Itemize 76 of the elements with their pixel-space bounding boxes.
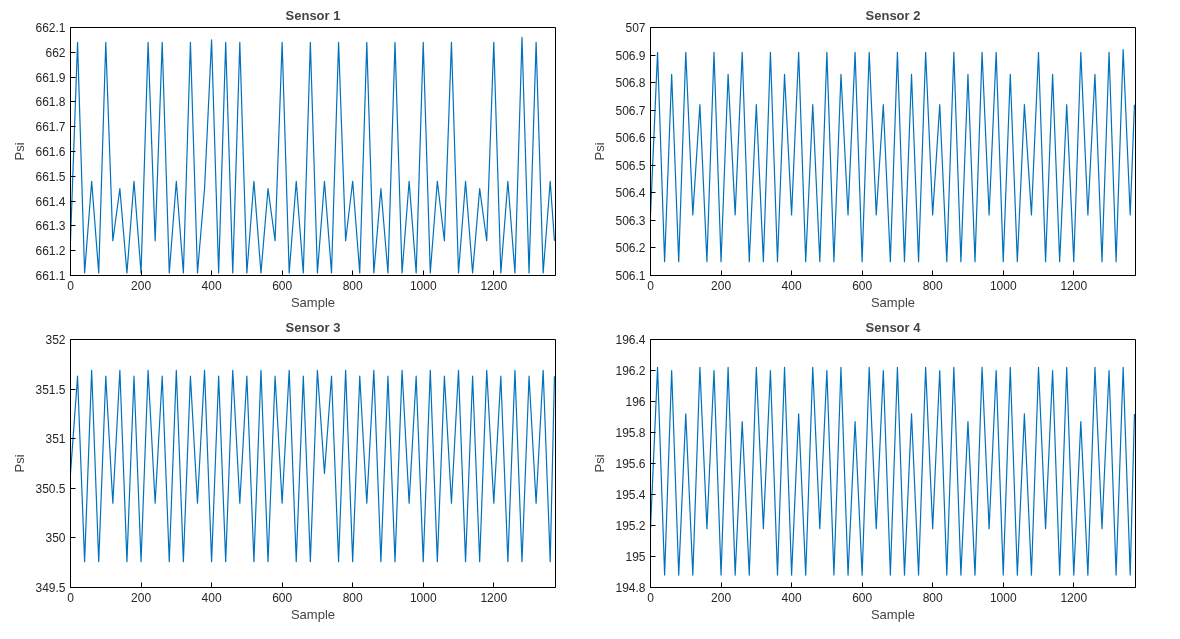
x-tick-label: 0: [67, 590, 75, 605]
y-axis-title: Psi: [592, 142, 608, 161]
y-tick-label: 661.6: [35, 145, 66, 159]
x-tick-label: 800: [342, 590, 364, 605]
y-tick-label: 661.4: [35, 194, 66, 209]
x-axis-title: Sample: [290, 294, 336, 310]
y-tick-label: 196.4: [615, 333, 646, 347]
x-axis-title: Sample: [870, 294, 916, 310]
x-tick-label: 200: [131, 590, 152, 605]
y-tick-label: 195.4: [615, 488, 646, 502]
y-tick-label: 506.9: [615, 48, 646, 63]
y-tick-label: 350.5: [35, 481, 66, 496]
x-tick-label: 600: [852, 590, 873, 605]
y-tick-label: 196: [625, 395, 646, 409]
y-tick-label: 506.5: [615, 158, 646, 173]
x-tick-label: 400: [201, 590, 222, 605]
y-tick-label: 661.9: [35, 70, 66, 85]
y-tick-label: 661.8: [35, 95, 66, 110]
y-tick-label: 349.5: [35, 581, 66, 595]
x-axis-title: Sample: [870, 606, 916, 622]
x-tick-label: 0: [67, 278, 75, 293]
y-tick-label: 661.5: [35, 169, 66, 184]
y-tick-label: 506.7: [615, 103, 646, 118]
chart-title: Sensor 3: [285, 319, 341, 335]
y-axis-title: Psi: [592, 454, 608, 473]
x-tick-label: 600: [272, 278, 293, 293]
y-tick-label: 195.2: [615, 519, 646, 533]
x-tick-label: 400: [781, 590, 802, 605]
y-tick-label: 661.1: [35, 269, 66, 283]
y-tick-label: 506.8: [615, 76, 646, 91]
x-tick-label: 400: [201, 278, 222, 293]
x-axis-title: Sample: [290, 606, 336, 622]
y-tick-label: 195.6: [615, 457, 646, 471]
x-tick-label: 1200: [1060, 590, 1088, 605]
y-tick-label: 506.3: [615, 213, 646, 228]
chart-title: Sensor 4: [865, 319, 922, 335]
x-tick-label: 200: [711, 590, 732, 605]
y-tick-label: 351.5: [35, 382, 66, 397]
x-tick-label: 1200: [1060, 278, 1088, 293]
chart-title: Sensor 2: [865, 7, 921, 23]
y-tick-label: 506.2: [615, 241, 646, 256]
x-tick-label: 800: [922, 278, 944, 293]
x-tick-label: 600: [852, 278, 873, 293]
x-tick-label: 800: [342, 278, 364, 293]
x-tick-label: 600: [272, 590, 293, 605]
x-tick-label: 200: [711, 278, 732, 293]
y-tick-label: 662: [45, 45, 66, 60]
y-tick-label: 352: [45, 333, 66, 347]
y-axis-title: Psi: [12, 454, 28, 473]
y-tick-label: 195.8: [615, 426, 646, 440]
y-axis-title: Psi: [12, 142, 28, 161]
x-tick-label: 400: [781, 278, 802, 293]
y-tick-label: 506.6: [615, 131, 646, 146]
x-tick-label: 1000: [409, 278, 437, 293]
y-tick-label: 507: [625, 21, 646, 35]
y-tick-label: 194.8: [615, 581, 646, 595]
y-tick-label: 196.2: [615, 364, 646, 378]
x-tick-label: 1000: [989, 278, 1017, 293]
x-tick-label: 800: [922, 590, 944, 605]
chart-title: Sensor 1: [285, 7, 341, 23]
y-tick-label: 195: [625, 550, 646, 564]
x-tick-label: 1000: [989, 590, 1017, 605]
x-tick-label: 0: [647, 590, 655, 605]
y-tick-label: 661.3: [35, 219, 66, 234]
x-tick-label: 1200: [480, 590, 508, 605]
x-tick-label: 200: [131, 278, 152, 293]
y-tick-label: 506.4: [615, 186, 646, 201]
y-tick-label: 661.2: [35, 244, 66, 259]
y-tick-label: 351: [45, 432, 66, 447]
x-tick-label: 1000: [409, 590, 437, 605]
x-tick-label: 1200: [480, 278, 508, 293]
y-tick-label: 661.7: [35, 120, 66, 135]
y-tick-label: 350: [45, 531, 66, 546]
x-tick-label: 0: [647, 278, 655, 293]
y-tick-label: 506.1: [615, 269, 646, 283]
y-tick-label: 662.1: [35, 21, 66, 35]
